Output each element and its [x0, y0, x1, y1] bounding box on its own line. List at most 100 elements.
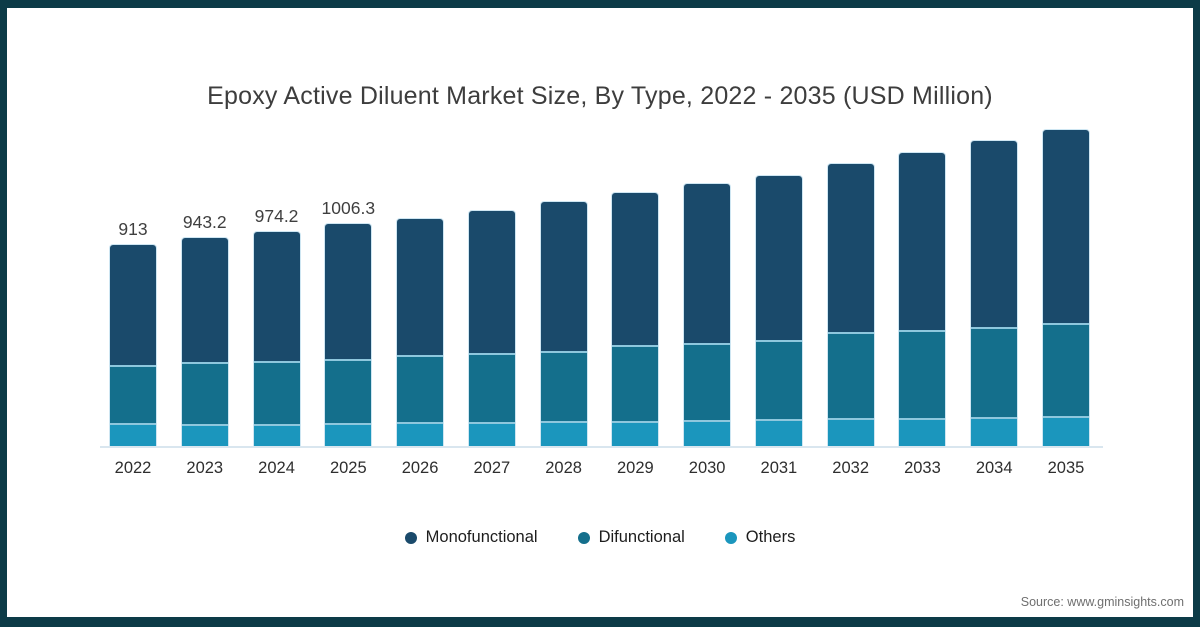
x-axis-label: 2022 — [114, 459, 152, 477]
bar-2026: 2026 — [397, 126, 444, 477]
segment-difunctional — [612, 344, 659, 421]
bar-stack — [755, 175, 802, 446]
x-axis-label: 2023 — [186, 459, 224, 477]
x-axis-label: 2024 — [258, 459, 295, 477]
segment-others — [540, 420, 587, 446]
segment-others — [253, 423, 300, 446]
segment-difunctional — [468, 353, 515, 422]
x-axis-line — [100, 446, 1103, 448]
segment-others — [181, 424, 228, 446]
bar-2029: 2029 — [612, 126, 659, 477]
segment-monofunctional — [755, 175, 802, 340]
bar-2035: 2035 — [1042, 126, 1089, 477]
segment-difunctional — [253, 360, 300, 424]
bar-2030: 2030 — [684, 126, 731, 477]
legend-dot-icon — [724, 531, 737, 544]
x-axis-label: 2034 — [975, 459, 1013, 477]
bar-stack — [612, 193, 659, 446]
bar-stack — [397, 218, 444, 446]
legend-item-difunctional: Difunctional — [577, 528, 685, 547]
segment-others — [827, 418, 874, 446]
segment-others — [397, 422, 444, 446]
bar-value-label: 913 — [118, 218, 148, 239]
bar-stack — [684, 183, 731, 446]
bar-2034: 2034 — [971, 126, 1018, 477]
bar-stack — [827, 163, 874, 446]
segment-difunctional — [1042, 323, 1089, 417]
x-axis-label: 2033 — [904, 459, 941, 477]
segment-difunctional — [755, 339, 802, 419]
segment-difunctional — [971, 326, 1018, 417]
segment-monofunctional — [181, 238, 228, 363]
segment-monofunctional — [110, 244, 156, 365]
segment-difunctional — [899, 329, 946, 419]
segment-difunctional — [827, 331, 874, 419]
segment-others — [1042, 416, 1089, 446]
segment-difunctional — [397, 355, 444, 422]
bar-stack — [468, 211, 515, 446]
bar-stack — [1042, 130, 1089, 446]
segment-others — [684, 420, 731, 446]
bar-2028: 2028 — [540, 126, 587, 477]
segment-difunctional — [684, 342, 731, 421]
segment-monofunctional — [971, 140, 1018, 327]
segment-monofunctional — [397, 218, 444, 356]
legend-label: Difunctional — [598, 528, 685, 546]
source-text: Source: www.gminsights.com — [1020, 595, 1184, 609]
segment-monofunctional — [899, 152, 946, 330]
legend-dot-icon — [404, 531, 417, 544]
legend: Monofunctional Difunctional Others — [0, 528, 1200, 547]
bar-stack — [181, 238, 228, 446]
bar-value-label: 943.2 — [182, 212, 227, 233]
x-axis-label: 2028 — [545, 459, 582, 477]
segment-others — [755, 418, 802, 446]
bar-2031: 2031 — [755, 126, 802, 477]
x-axis-label: 2030 — [688, 459, 726, 477]
bar-2027: 2027 — [468, 126, 515, 477]
bar-2025: 1006.3 2025 — [322, 126, 376, 477]
x-axis-label: 2032 — [832, 459, 870, 477]
bar-stack — [110, 244, 156, 446]
segment-monofunctional — [1042, 130, 1089, 324]
bar-stack — [971, 140, 1018, 446]
segment-monofunctional — [253, 231, 300, 361]
segment-others — [971, 416, 1018, 446]
legend-item-monofunctional: Monofunctional — [404, 528, 538, 547]
bar-stack — [899, 152, 946, 446]
segment-monofunctional — [612, 193, 659, 345]
bar-value-label: 974.2 — [254, 205, 299, 226]
segment-monofunctional — [540, 201, 587, 351]
bar-stack — [540, 201, 587, 446]
x-axis-label: 2029 — [617, 459, 654, 477]
segment-difunctional — [110, 364, 156, 423]
bar-stack — [253, 231, 300, 446]
bar-2033: 2033 — [899, 126, 946, 477]
segment-monofunctional — [468, 211, 515, 354]
legend-label: Others — [745, 528, 796, 546]
bar-2032: 2032 — [827, 126, 874, 477]
chart-title: Epoxy Active Diluent Market Size, By Typ… — [207, 82, 993, 110]
segment-monofunctional — [827, 163, 874, 332]
segment-others — [612, 420, 659, 446]
segment-monofunctional — [684, 183, 731, 343]
x-axis-label: 2025 — [329, 459, 367, 477]
bar-2022: 913 2022 — [110, 126, 156, 477]
segment-difunctional — [325, 358, 372, 424]
segment-others — [325, 423, 372, 446]
bar-stack — [325, 224, 372, 446]
segment-monofunctional — [325, 224, 372, 359]
legend-item-others: Others — [724, 528, 796, 547]
bar-value-label: 1006.3 — [321, 198, 376, 219]
plot-area: 913 2022 943.2 2023 974.2 2024 1006.3 2025 2026 2… — [110, 126, 1089, 477]
segment-difunctional — [540, 350, 587, 421]
legend-dot-icon — [577, 531, 590, 544]
segment-difunctional — [181, 362, 228, 425]
x-axis-label: 2031 — [760, 459, 798, 477]
x-axis-label: 2026 — [401, 459, 439, 477]
segment-others — [899, 418, 946, 446]
legend-label: Monofunctional — [425, 528, 538, 546]
bar-2023: 943.2 2023 — [181, 126, 228, 477]
x-axis-label: 2027 — [473, 459, 511, 477]
bar-2024: 974.2 2024 — [253, 126, 300, 477]
